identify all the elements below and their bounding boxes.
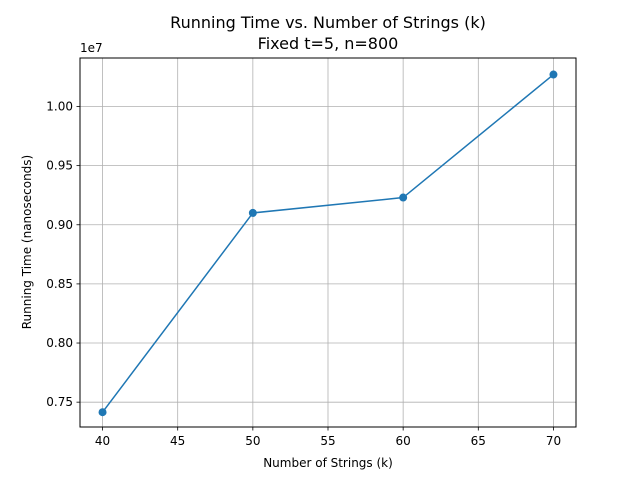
x-tick-label: 50: [245, 434, 260, 448]
x-tick-label: 65: [471, 434, 486, 448]
data-point: [399, 193, 408, 202]
y-offset-label: 1e7: [80, 41, 103, 55]
data-point: [248, 208, 257, 217]
x-tick-label: 70: [546, 434, 561, 448]
x-tick-label: 40: [95, 434, 110, 448]
x-tick-label: 45: [170, 434, 185, 448]
axis-ticks: 40 45 50 55 60 65 70 0.75 0.80 0.85 0.90 0.95 1.00: [46, 99, 561, 448]
x-tick-label: 55: [320, 434, 335, 448]
x-tick-label: 60: [396, 434, 411, 448]
grid: [80, 58, 576, 427]
y-tick-label: 0.90: [46, 218, 73, 232]
y-tick-label: 0.80: [46, 336, 73, 350]
chart-subtitle: Fixed t=5, n=800: [258, 34, 399, 53]
series-line: [101, 73, 554, 413]
series-layer: [98, 70, 558, 417]
data-point: [549, 70, 558, 79]
y-axis-label: Running Time (nanoseconds): [20, 155, 34, 330]
y-tick-label: 0.95: [46, 159, 73, 173]
y-tick-label: 0.85: [46, 277, 73, 291]
x-axis-label: Number of Strings (k): [263, 456, 393, 470]
y-tick-label: 1.00: [46, 99, 73, 113]
chart-title: Running Time vs. Number of Strings (k): [170, 13, 486, 32]
y-tick-label: 0.75: [46, 395, 73, 409]
data-point: [98, 408, 107, 417]
